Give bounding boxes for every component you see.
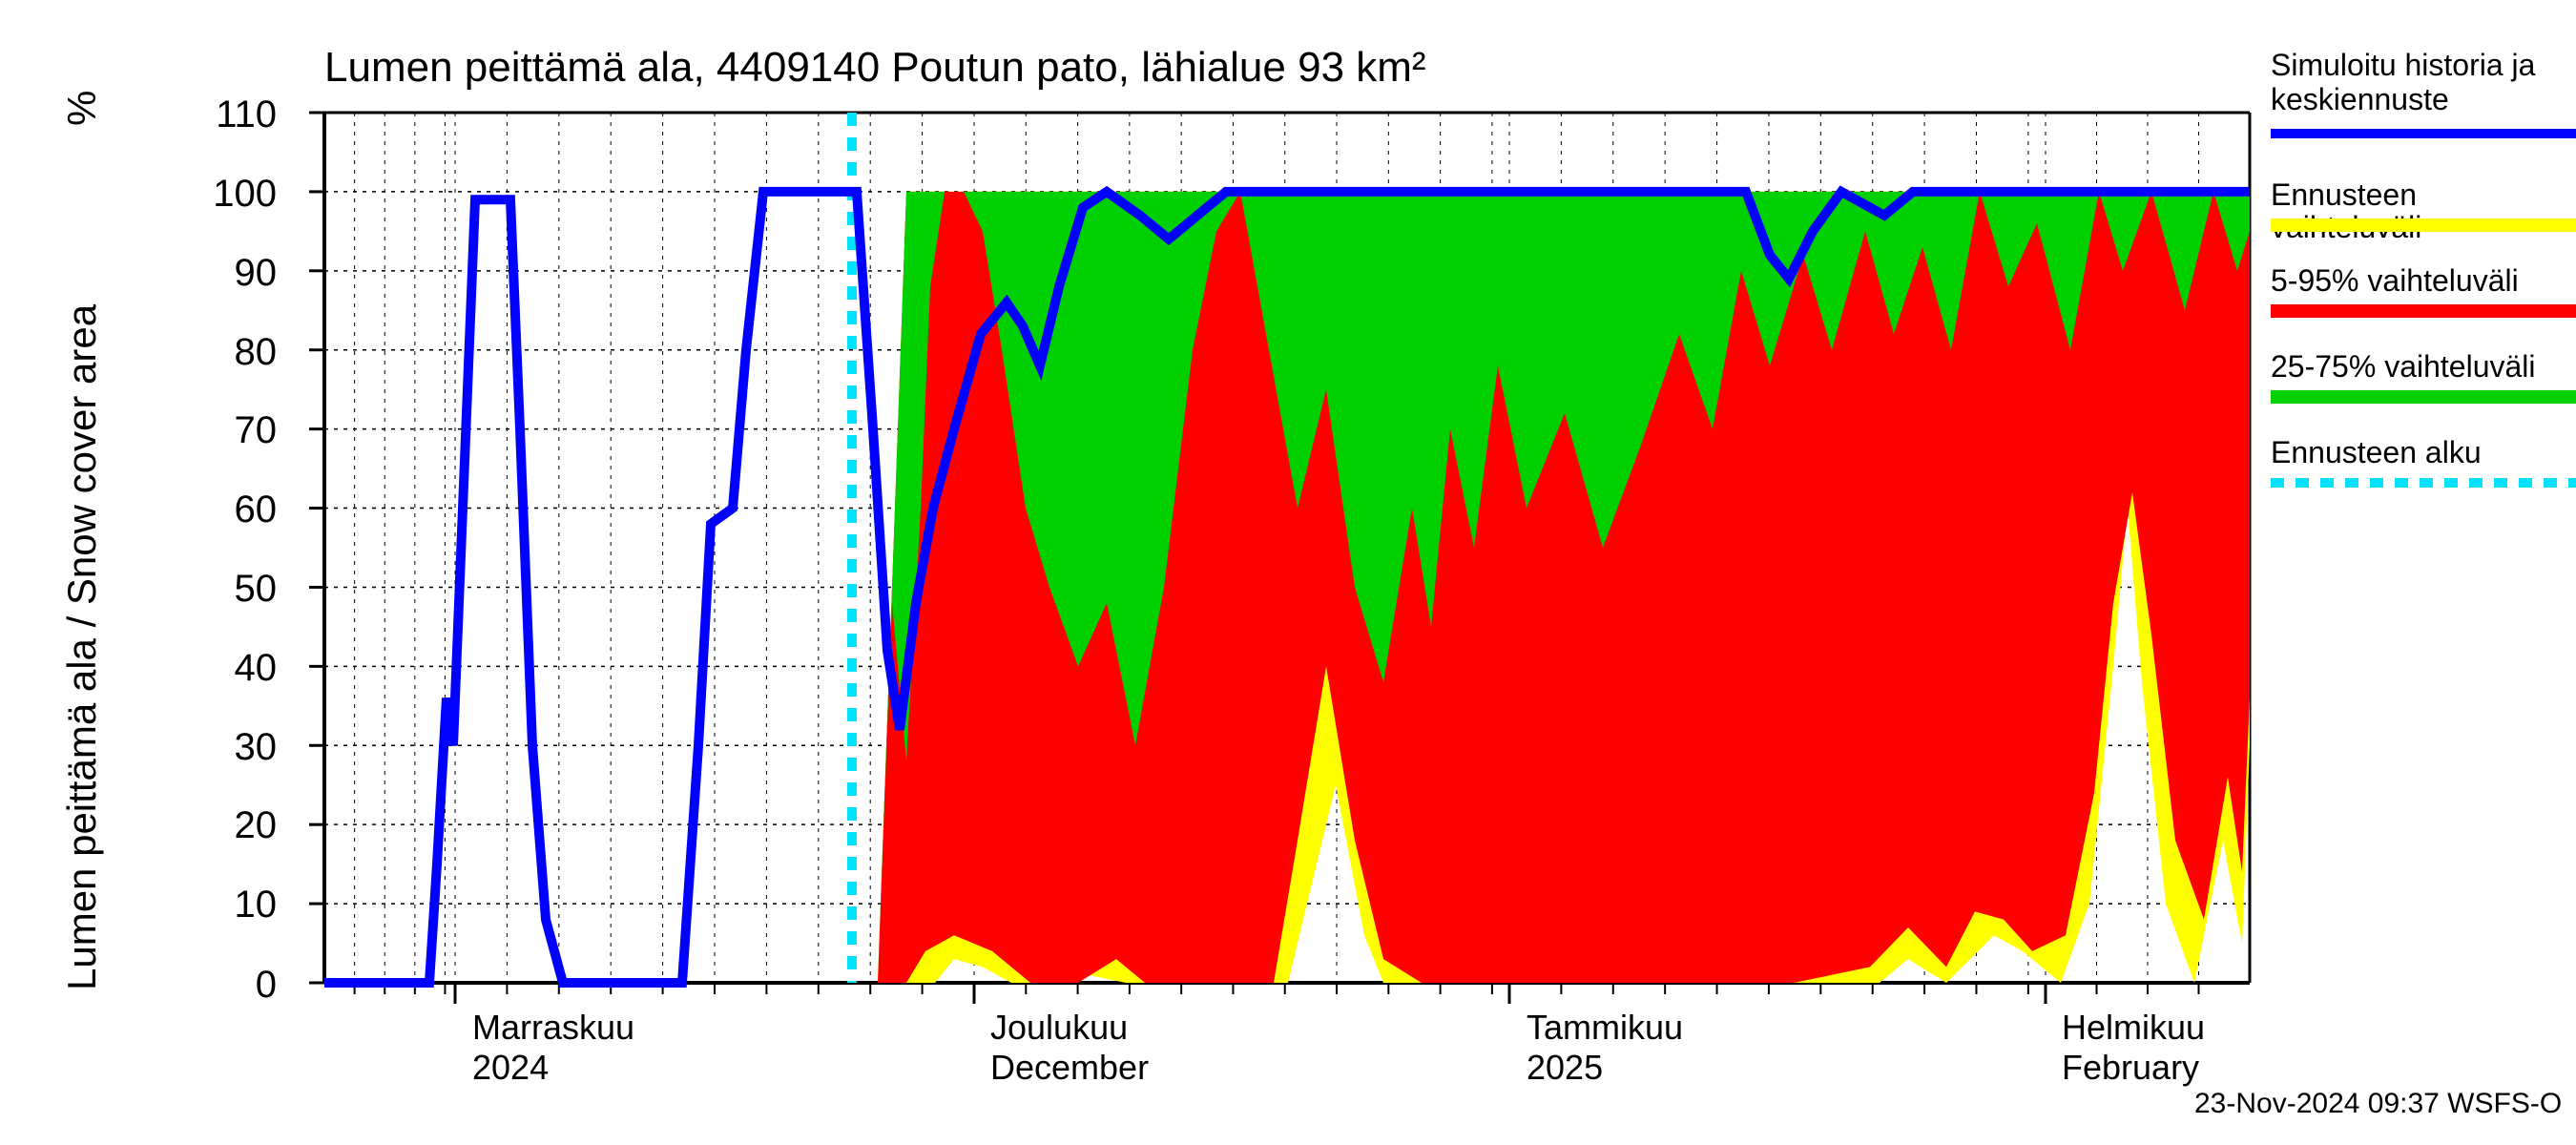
chart-page: Lumen peittämä ala, 4409140 Poutun pato,… — [0, 0, 2576, 1145]
chart-svg — [0, 0, 2576, 1145]
